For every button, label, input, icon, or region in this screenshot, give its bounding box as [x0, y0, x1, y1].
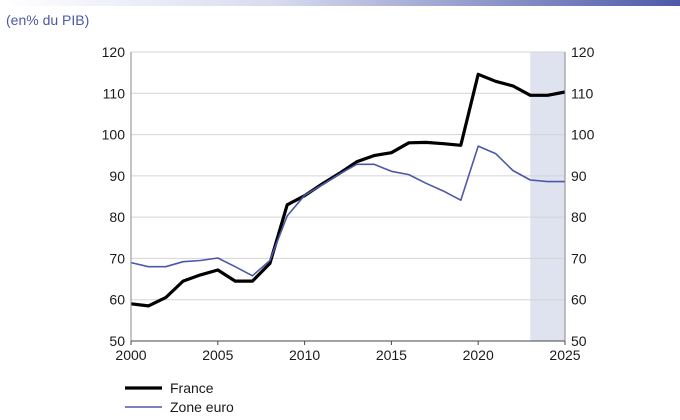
- legend-label: France: [170, 380, 214, 396]
- y-tick-label-left: 90: [109, 168, 125, 184]
- y-tick-label-right: 80: [571, 209, 587, 225]
- forecast-shaded-area: [530, 52, 565, 341]
- y-tick-label-right: 50: [571, 333, 587, 349]
- y-tick-label-left: 60: [109, 292, 125, 308]
- series-line-france: [130, 72, 566, 308]
- legend-label: Zone euro: [170, 399, 234, 415]
- y-tick-label-right: 70: [571, 250, 587, 266]
- y-tick-label-left: 100: [102, 127, 126, 143]
- y-tick-label-left: 110: [103, 85, 126, 101]
- y-tick-label-right: 100: [571, 127, 595, 143]
- y-tick-label-right: 90: [571, 168, 587, 184]
- y-tick-label-left: 70: [109, 250, 125, 266]
- y-tick-label-right: 110: [571, 85, 594, 101]
- chart-subtitle: (en% du PIB): [6, 12, 90, 28]
- y-tick-label-right: 60: [571, 292, 587, 308]
- x-tick-label: 2020: [463, 347, 494, 363]
- header-accent-bar: [0, 0, 680, 6]
- x-tick-label: 2005: [202, 347, 233, 363]
- x-tick-label: 2025: [549, 347, 580, 363]
- y-tick-label-left: 50: [109, 333, 125, 349]
- y-tick-label-left: 80: [109, 209, 125, 225]
- y-tick-label-right: 120: [571, 44, 595, 60]
- x-tick-label: 2015: [376, 347, 407, 363]
- x-tick-label: 2000: [115, 347, 146, 363]
- x-tick-label: 2010: [289, 347, 320, 363]
- y-tick-label-left: 120: [102, 44, 126, 60]
- series-line-zone-euro: [130, 145, 565, 277]
